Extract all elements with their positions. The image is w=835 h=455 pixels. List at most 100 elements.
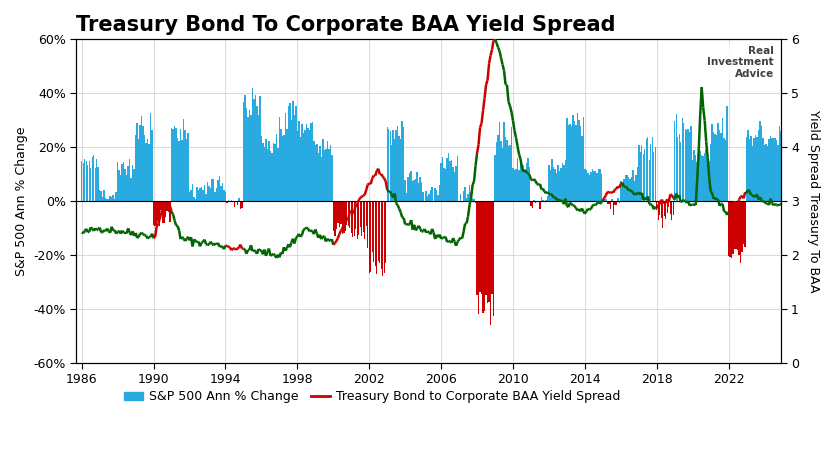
Bar bbox=[505, 136, 506, 201]
Bar bbox=[96, 159, 98, 201]
Bar bbox=[177, 138, 179, 201]
Bar bbox=[223, 190, 225, 201]
Bar bbox=[195, 199, 196, 201]
Bar bbox=[713, 132, 715, 201]
Bar bbox=[621, 183, 623, 201]
Bar bbox=[289, 103, 291, 201]
Bar bbox=[717, 122, 719, 201]
Bar bbox=[774, 138, 776, 201]
Bar bbox=[279, 117, 280, 201]
Bar bbox=[644, 149, 645, 201]
Bar bbox=[407, 177, 409, 201]
Bar bbox=[147, 139, 149, 201]
Bar bbox=[514, 170, 515, 201]
Bar bbox=[428, 194, 430, 201]
Bar bbox=[620, 181, 621, 201]
Bar bbox=[342, 201, 343, 234]
Bar bbox=[570, 126, 572, 201]
Bar bbox=[205, 194, 207, 201]
Bar bbox=[539, 201, 541, 209]
Bar bbox=[607, 201, 608, 204]
Bar bbox=[647, 137, 649, 201]
Bar bbox=[734, 201, 736, 248]
Bar bbox=[313, 141, 315, 201]
Bar bbox=[488, 201, 490, 302]
Bar bbox=[266, 149, 268, 201]
Bar bbox=[181, 140, 183, 201]
Bar bbox=[668, 201, 670, 207]
Bar bbox=[404, 180, 406, 201]
Bar bbox=[438, 195, 439, 201]
Bar bbox=[466, 198, 468, 201]
Bar bbox=[426, 191, 427, 201]
Bar bbox=[194, 197, 195, 201]
Bar bbox=[143, 126, 144, 201]
Bar bbox=[156, 201, 157, 225]
Bar bbox=[90, 168, 92, 201]
Bar bbox=[343, 201, 345, 233]
Bar bbox=[180, 129, 181, 201]
Bar bbox=[549, 170, 551, 201]
Bar bbox=[423, 192, 424, 201]
Bar bbox=[351, 201, 352, 233]
Bar bbox=[366, 201, 367, 226]
Bar bbox=[716, 135, 717, 201]
Bar bbox=[556, 173, 557, 201]
Bar bbox=[357, 201, 358, 239]
Bar bbox=[326, 141, 328, 201]
Bar bbox=[578, 121, 579, 201]
Bar bbox=[451, 160, 453, 201]
Bar bbox=[585, 170, 587, 201]
Bar bbox=[271, 153, 272, 201]
Bar bbox=[737, 201, 738, 250]
Bar bbox=[364, 201, 366, 239]
Bar bbox=[619, 201, 620, 203]
Bar bbox=[306, 124, 307, 201]
Bar bbox=[493, 201, 494, 316]
Bar bbox=[689, 132, 691, 201]
Bar bbox=[670, 201, 671, 214]
Bar bbox=[490, 201, 491, 325]
Bar bbox=[584, 169, 585, 201]
Bar bbox=[524, 172, 526, 201]
Bar bbox=[309, 130, 310, 201]
Bar bbox=[189, 192, 190, 201]
Bar bbox=[752, 146, 753, 201]
Bar bbox=[413, 180, 415, 201]
Bar bbox=[102, 197, 104, 201]
Bar bbox=[590, 172, 591, 201]
Y-axis label: Yield Spread Treasury To BAA: Yield Spread Treasury To BAA bbox=[807, 110, 820, 293]
Bar bbox=[634, 182, 635, 201]
Bar bbox=[259, 96, 261, 201]
Bar bbox=[198, 190, 200, 201]
Bar bbox=[596, 173, 598, 201]
Bar bbox=[250, 115, 251, 201]
Bar bbox=[388, 129, 389, 201]
Bar bbox=[454, 172, 455, 201]
Bar bbox=[403, 127, 404, 201]
Bar bbox=[186, 139, 187, 201]
Text: Treasury Bond To Corporate BAA Yield Spread: Treasury Bond To Corporate BAA Yield Spr… bbox=[76, 15, 616, 35]
Bar bbox=[336, 201, 337, 229]
Bar bbox=[439, 186, 440, 201]
Bar bbox=[515, 169, 517, 201]
Bar bbox=[759, 121, 761, 201]
Bar bbox=[523, 165, 524, 201]
Bar bbox=[483, 201, 485, 312]
Bar bbox=[485, 201, 487, 295]
Bar bbox=[665, 201, 666, 219]
Bar bbox=[583, 117, 584, 201]
Bar bbox=[111, 197, 113, 201]
Bar bbox=[94, 168, 96, 201]
Bar bbox=[412, 181, 413, 201]
Bar bbox=[475, 201, 476, 202]
Bar bbox=[258, 115, 259, 201]
Bar bbox=[557, 165, 559, 201]
Bar bbox=[602, 199, 604, 201]
Bar bbox=[322, 139, 323, 201]
Bar bbox=[746, 137, 747, 201]
Bar bbox=[651, 136, 653, 201]
Bar bbox=[559, 171, 560, 201]
Bar bbox=[377, 201, 379, 262]
Bar bbox=[655, 147, 656, 201]
